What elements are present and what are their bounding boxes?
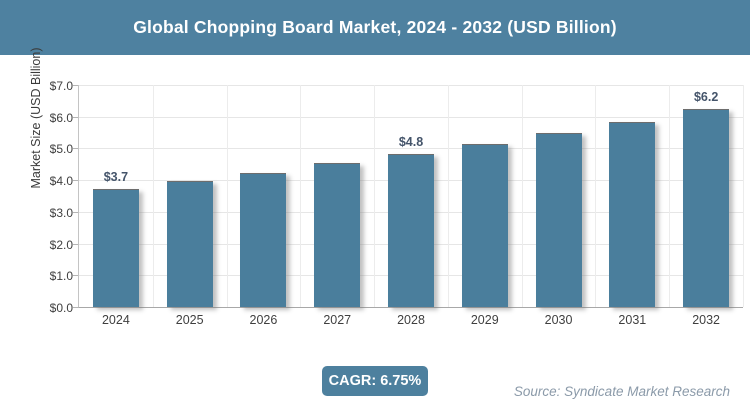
y-tick-mark xyxy=(73,211,78,213)
plot-area: $0.0 $1.0 $2.0 $3.0 $4.0 $5.0 $6.0 $7.0 $3.7 2024… xyxy=(50,79,744,327)
x-axis-label: 2030 xyxy=(544,313,573,327)
bar-2030 xyxy=(535,133,582,307)
y-tick-mark xyxy=(73,307,78,308)
x-axis-label: 2027 xyxy=(323,313,352,327)
bar-2024 xyxy=(92,188,139,307)
bar-2026 xyxy=(240,172,287,307)
chart-title: Global Chopping Board Market, 2024 - 203… xyxy=(133,17,617,37)
gridline-horizontal xyxy=(79,116,743,118)
gridline-vertical xyxy=(447,85,449,307)
bar-2032 xyxy=(683,109,730,307)
gridline-vertical xyxy=(595,85,597,307)
bar-2029 xyxy=(461,144,508,307)
gridline-vertical xyxy=(226,85,228,307)
gridline-vertical xyxy=(669,85,671,307)
bar-2031 xyxy=(609,122,656,307)
y-tick-label: $4.0 xyxy=(49,174,73,189)
x-axis-label: 2026 xyxy=(249,313,278,327)
x-axis-label: 2028 xyxy=(397,313,425,327)
bar-2025 xyxy=(166,180,213,307)
chart-title-bar: Global Chopping Board Market, 2024 - 203… xyxy=(0,0,750,55)
y-tick-mark xyxy=(73,180,78,182)
bar-data-label: $3.7 xyxy=(103,169,129,184)
x-axis-label: 2025 xyxy=(175,313,204,327)
bar-data-label: $6.2 xyxy=(693,90,719,105)
y-tick-label: $7.0 xyxy=(49,79,73,93)
x-axis-label: 2031 xyxy=(618,313,647,327)
y-tick-mark xyxy=(73,243,78,245)
y-tick-mark xyxy=(73,85,78,86)
y-tick-label: $2.0 xyxy=(49,237,73,252)
gridline-horizontal xyxy=(79,85,743,86)
x-axis-label: 2024 xyxy=(101,313,130,327)
gridline-vertical xyxy=(300,85,302,307)
bar-2028 xyxy=(388,153,434,307)
y-tick-mark xyxy=(73,148,78,150)
gridline-vertical xyxy=(743,85,744,307)
y-tick-label: $6.0 xyxy=(49,110,73,125)
source-attribution: Source: Syndicate Market Research xyxy=(513,384,730,399)
y-tick-label: $5.0 xyxy=(49,142,73,157)
y-tick-mark xyxy=(73,275,78,277)
gridline-vertical xyxy=(521,85,523,307)
gridline-vertical xyxy=(152,85,154,307)
y-tick-label: $3.0 xyxy=(49,205,73,220)
bar-data-label: $4.8 xyxy=(398,134,424,149)
y-tick-label: $1.0 xyxy=(49,269,73,284)
cagr-badge: CAGR: 6.75% xyxy=(322,366,428,396)
bar-2027 xyxy=(314,163,361,307)
x-axis-label: 2032 xyxy=(692,313,721,327)
gridline-horizontal xyxy=(79,148,743,150)
gridline-vertical xyxy=(374,85,376,307)
y-tick-label: $0.0 xyxy=(49,301,73,315)
x-axis-label: 2029 xyxy=(470,313,499,327)
y-tick-mark xyxy=(73,116,78,118)
